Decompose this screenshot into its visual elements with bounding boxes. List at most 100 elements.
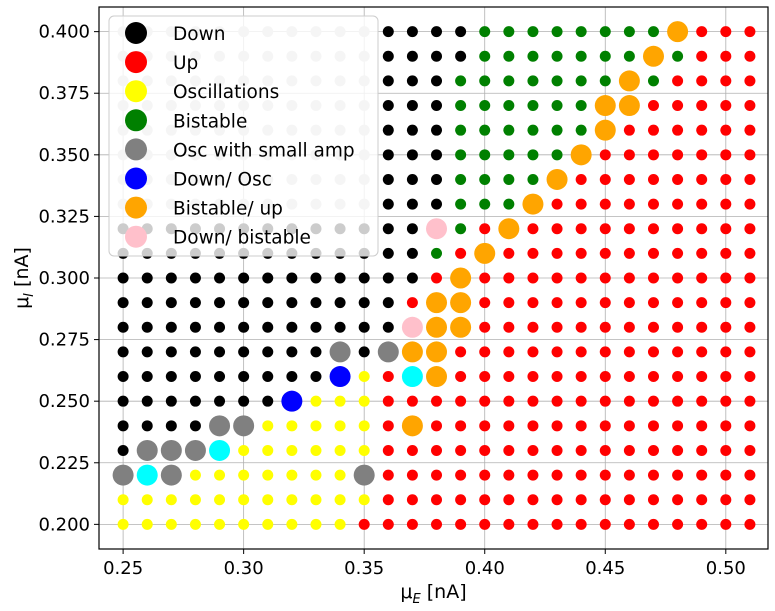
point-up — [672, 75, 684, 87]
point-up — [672, 272, 684, 284]
point-up — [479, 420, 491, 432]
point-up — [623, 321, 635, 333]
point-down-osc-large — [329, 366, 351, 388]
legend-marker — [125, 80, 147, 103]
point-osc — [117, 494, 129, 506]
point-up — [647, 124, 659, 136]
point-bistable — [527, 149, 539, 161]
y-axis-label-symbol: μ — [11, 297, 33, 309]
point-up — [479, 518, 491, 530]
point-bistable — [551, 75, 563, 87]
y-axis-label-unit: [nA] — [11, 247, 33, 293]
point-down — [455, 26, 467, 38]
point-bistable — [575, 124, 587, 136]
point-down — [214, 297, 226, 309]
point-up — [647, 420, 659, 432]
point-up — [599, 247, 611, 259]
point-up — [744, 518, 756, 530]
point-up — [479, 223, 491, 235]
point-up — [696, 149, 708, 161]
point-down — [358, 297, 370, 309]
point-up — [672, 173, 684, 185]
point-up — [455, 494, 467, 506]
point-bistable — [575, 50, 587, 62]
point-up — [744, 198, 756, 210]
point-up — [672, 297, 684, 309]
point-up — [696, 100, 708, 112]
point-down — [406, 173, 418, 185]
point-osc — [286, 420, 298, 432]
point-bistable — [599, 26, 611, 38]
point-osc — [214, 518, 226, 530]
point-up — [720, 371, 732, 383]
legend: Down Up Oscillations Bistable Osc with small… — [108, 15, 379, 257]
point-up — [551, 223, 563, 235]
point-bistable — [479, 26, 491, 38]
point-bistable — [551, 124, 563, 136]
point-up — [599, 518, 611, 530]
point-osc — [189, 469, 201, 481]
point-up — [431, 420, 443, 432]
point-down — [406, 149, 418, 161]
point-up — [647, 100, 659, 112]
point-up — [382, 371, 394, 383]
point-down — [238, 395, 250, 407]
point-up — [744, 469, 756, 481]
point-up — [527, 444, 539, 456]
point-up — [503, 494, 515, 506]
point-down — [214, 272, 226, 284]
point-small-amp-large — [329, 341, 351, 363]
point-down — [165, 297, 177, 309]
point-osc — [117, 518, 129, 530]
point-osc — [358, 420, 370, 432]
point-up — [455, 444, 467, 456]
x-tick-label: 0.50 — [706, 558, 746, 579]
point-up — [503, 395, 515, 407]
point-up — [720, 518, 732, 530]
point-bistable — [503, 100, 515, 112]
point-down — [165, 272, 177, 284]
point-bistable-up-large — [522, 193, 544, 215]
point-down — [189, 395, 201, 407]
point-bistable — [455, 223, 467, 235]
point-down — [406, 124, 418, 136]
point-bistable — [647, 26, 659, 38]
point-bistable-up-large — [546, 168, 568, 190]
point-up — [623, 297, 635, 309]
point-bistable — [455, 124, 467, 136]
point-bistable-up-large — [594, 119, 616, 141]
point-down — [286, 371, 298, 383]
point-bistable — [503, 173, 515, 185]
point-up — [672, 494, 684, 506]
legend-label: Down/ Osc — [173, 170, 272, 191]
point-down — [117, 346, 129, 358]
point-up — [744, 297, 756, 309]
point-up — [647, 223, 659, 235]
point-up — [696, 75, 708, 87]
point-up — [503, 346, 515, 358]
point-down — [238, 272, 250, 284]
point-down — [382, 124, 394, 136]
point-up — [431, 518, 443, 530]
point-up — [696, 395, 708, 407]
point-bistable-up-large — [498, 218, 520, 240]
point-down — [382, 100, 394, 112]
point-up — [479, 395, 491, 407]
y-tick-label: 0.350 — [38, 145, 90, 166]
point-osc — [286, 444, 298, 456]
point-bistable-up-large — [570, 144, 592, 166]
point-down — [141, 346, 153, 358]
point-up — [744, 75, 756, 87]
point-up — [599, 444, 611, 456]
point-up — [575, 420, 587, 432]
point-bistable — [479, 50, 491, 62]
point-up — [503, 321, 515, 333]
point-up — [599, 346, 611, 358]
point-down — [189, 297, 201, 309]
point-up — [575, 494, 587, 506]
legend-marker — [125, 51, 147, 74]
point-down — [238, 371, 250, 383]
point-up — [382, 469, 394, 481]
point-up — [672, 100, 684, 112]
